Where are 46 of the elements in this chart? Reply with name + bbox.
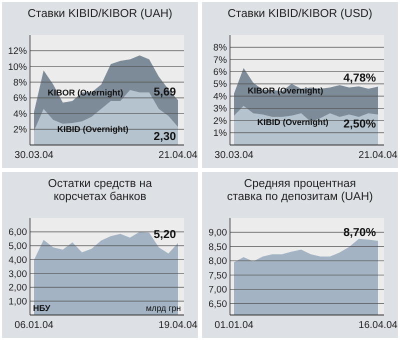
y-tick-label: 2,00 — [8, 282, 27, 294]
y-tick-label: 7% — [213, 54, 228, 66]
x-tick-label: 19.04.04 — [158, 320, 198, 331]
y-tick-label: 8,00 — [208, 256, 227, 268]
y-tick-label: 4% — [213, 91, 228, 102]
y-tick-label: 6% — [213, 66, 228, 78]
x-tick-label: 01.01.04 — [214, 320, 254, 331]
data-label: 5,20 — [154, 228, 176, 241]
series-label: KIBID (Overnight) — [257, 117, 329, 128]
annotation: НБУ — [33, 303, 52, 313]
data-label: 2,50% — [343, 118, 376, 130]
x-tick-label: 21.04.04 — [358, 150, 398, 161]
y-tick-label: 6,00 — [8, 227, 27, 238]
y-tick-label: 1,00 — [8, 296, 27, 308]
y-tick-label: 8,50 — [208, 242, 227, 253]
y-tick-label: 3% — [213, 104, 228, 115]
y-tick-label: 4% — [13, 108, 28, 120]
chart-title: Средняя процентная ставка по депозитам (UAH) — [227, 178, 374, 203]
y-tick-label: 5,00 — [8, 241, 27, 252]
y-tick-label: 6% — [13, 93, 28, 104]
x-tick-label: 16.04.04 — [358, 320, 398, 331]
y-tick-label: 2% — [13, 124, 28, 136]
y-tick-label: 3,00 — [8, 268, 27, 280]
chart-title: Ставки KIBID/KIBOR (USD) — [228, 8, 373, 20]
x-tick-label: 06.01.04 — [14, 320, 54, 331]
y-tick-label: 9,00 — [208, 228, 227, 239]
y-tick-label: 8% — [13, 77, 28, 88]
y-tick-label: 7,00 — [208, 284, 227, 296]
chart-title: Ставки KIBID/KIBOR (UAH) — [28, 8, 173, 20]
x-tick-label: 30.03.04 — [14, 150, 54, 161]
y-tick-label: 7,50 — [208, 270, 227, 282]
y-tick-label: 4,00 — [8, 254, 27, 266]
data-label: 4,78% — [343, 72, 376, 85]
x-tick-label: 30.03.04 — [214, 150, 254, 161]
y-tick-label: 5% — [213, 79, 228, 90]
x-tick-label: 21.04.04 — [158, 150, 198, 161]
y-tick-label: 6,50 — [208, 298, 227, 310]
y-tick-label: 1% — [213, 128, 228, 140]
data-label: 2,30 — [154, 130, 176, 143]
annotation: млрд грн — [146, 303, 182, 313]
chart-title: Остатки средств на корсчетах банков — [48, 178, 153, 203]
y-tick-label: 12% — [8, 46, 28, 58]
y-tick-label: 8% — [213, 42, 228, 54]
series-label: KIBOR (Overnight) — [248, 86, 324, 96]
y-tick-label: 10% — [8, 62, 28, 73]
y-tick-label: 2% — [213, 116, 228, 127]
